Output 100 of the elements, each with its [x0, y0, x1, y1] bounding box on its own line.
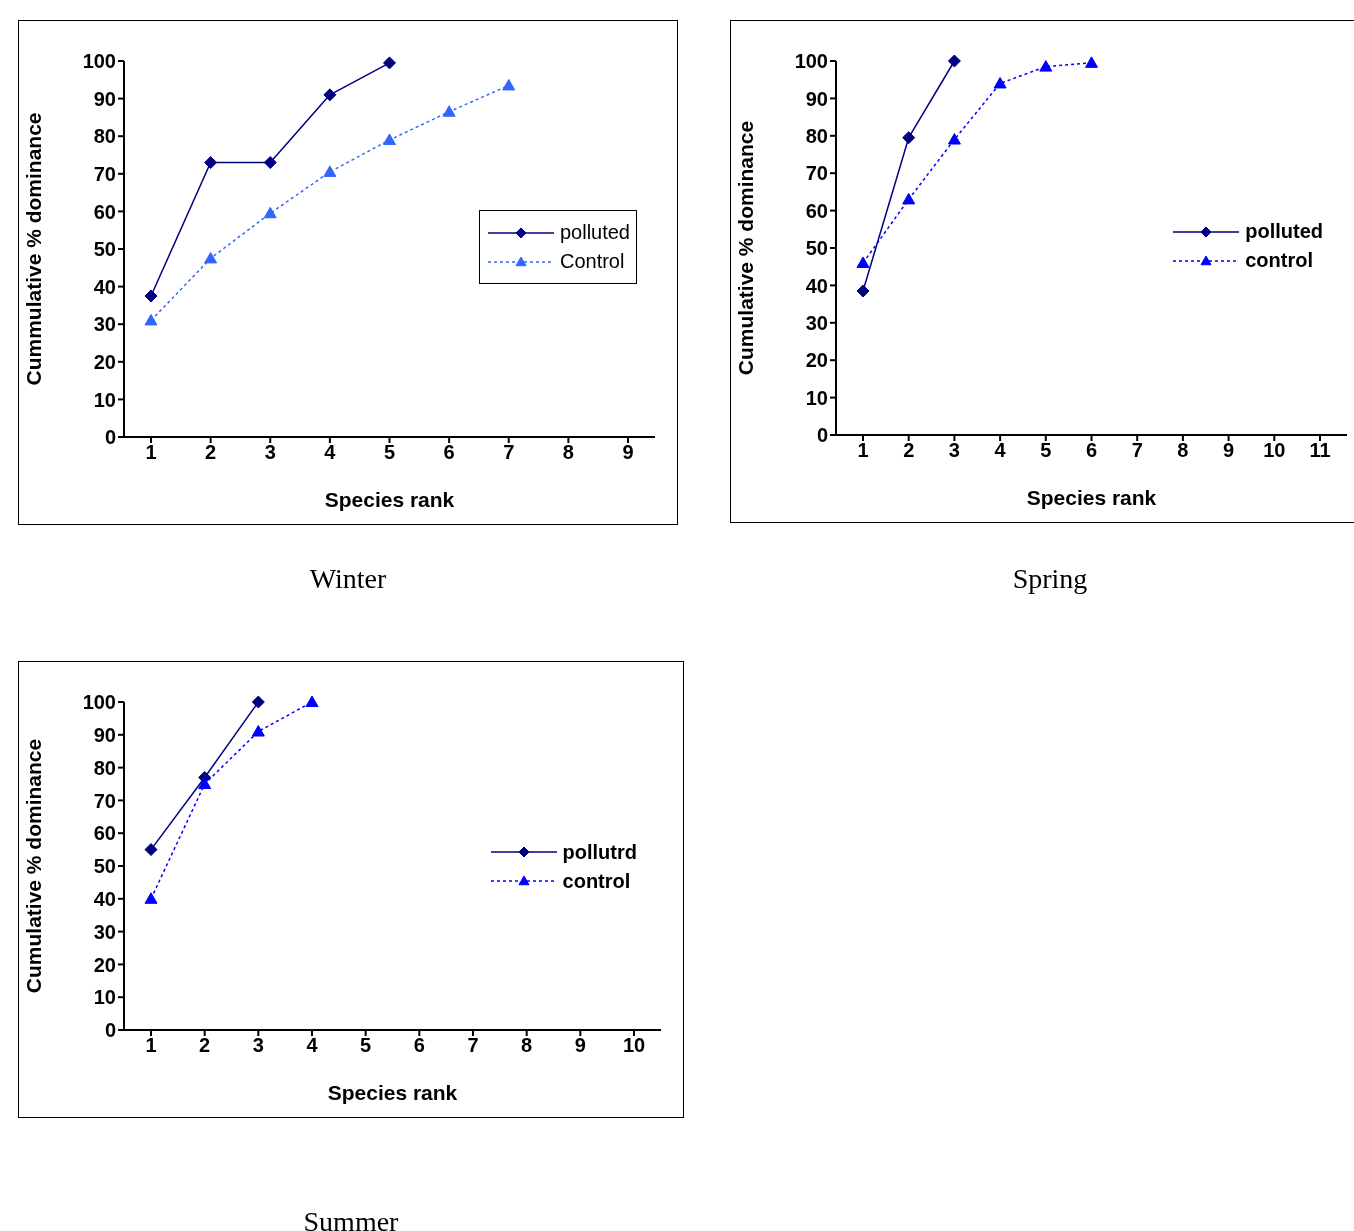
x-tick-label: 9: [622, 441, 634, 464]
x-tick-label: 7: [1131, 439, 1143, 462]
point: [502, 78, 516, 91]
x-tick-label: 10: [622, 1034, 646, 1057]
y-tick-label: 90: [93, 87, 116, 110]
legend-label: polluted: [1245, 220, 1323, 244]
point: [144, 313, 158, 326]
y-tick-label: 40: [93, 887, 116, 910]
x-tick-label: 11: [1309, 439, 1331, 462]
x-tick-label: 4: [306, 1034, 319, 1057]
y-tick-label: 80: [805, 124, 828, 147]
point: [947, 133, 961, 145]
y-tick-label: 20: [93, 350, 116, 373]
y-tick-label: 100: [82, 50, 116, 73]
point: [1085, 56, 1098, 68]
text: Winter: [308, 563, 388, 595]
y-tick-label: 60: [93, 200, 116, 223]
x-tick-label: 8: [521, 1034, 533, 1057]
x-tick-label: 8: [1177, 439, 1189, 462]
y-tick-label: 10: [93, 388, 116, 411]
y-tick-label: 100: [82, 691, 116, 714]
y-axis-title: Cumulative % dominance: [734, 120, 758, 376]
x-tick-label: 7: [467, 1034, 479, 1057]
point: [263, 206, 277, 219]
y-tick-label: 70: [805, 162, 828, 185]
point: [144, 289, 158, 303]
legend-label: control: [1245, 249, 1314, 273]
y-axis-title: Cumulative % dominance: [22, 738, 46, 994]
point: [947, 54, 961, 68]
point: [1039, 60, 1053, 72]
point: [204, 251, 218, 264]
x-tick-label: 2: [903, 439, 915, 462]
y-tick-label: 90: [805, 87, 828, 110]
y-tick-label: 60: [93, 822, 116, 845]
x-tick-label: 3: [264, 441, 276, 464]
x-tick-label: 2: [199, 1034, 211, 1057]
y-tick-label: 30: [805, 311, 828, 334]
x-tick-label: 9: [1223, 439, 1235, 462]
x-tick-label: 1: [145, 1034, 157, 1057]
y-tick-label: 30: [93, 920, 116, 943]
point: [204, 156, 218, 170]
x-tick-label: 5: [360, 1034, 372, 1057]
point: [323, 88, 337, 102]
y-tick-label: 30: [93, 313, 116, 336]
y-tick-label: 0: [104, 426, 116, 449]
point: [198, 777, 212, 789]
x-axis-title: Species rank: [324, 488, 455, 511]
x-tick-label: 2: [205, 441, 217, 464]
y-tick-label: 80: [93, 756, 116, 779]
legend-label: polluted: [559, 221, 630, 245]
y-tick-label: 40: [93, 275, 116, 298]
x-tick-label: 9: [574, 1034, 586, 1057]
point: [856, 284, 870, 298]
point: [383, 56, 396, 70]
point: [323, 165, 337, 177]
text: Spring: [1011, 563, 1089, 595]
legend-label: Control: [559, 250, 625, 274]
x-axis-title: Species rank: [1026, 486, 1157, 509]
x-tick-label: 7: [503, 441, 515, 464]
point: [144, 892, 158, 904]
y-tick-label: 80: [93, 125, 116, 148]
y-tick-label: 100: [794, 50, 828, 73]
y-tick-label: 20: [93, 953, 116, 976]
x-tick-label: 10: [1263, 439, 1286, 462]
x-tick-label: 1: [857, 439, 869, 462]
y-tick-label: 70: [93, 162, 116, 185]
point: [383, 133, 396, 145]
point: [856, 256, 870, 268]
x-tick-label: 6: [413, 1034, 425, 1057]
x-tick-label: 5: [383, 441, 396, 464]
x-tick-label: 4: [324, 441, 337, 464]
y-tick-label: 50: [93, 238, 116, 261]
y-tick-label: 20: [805, 349, 828, 372]
point: [993, 76, 1007, 89]
y-tick-label: 50: [805, 237, 828, 260]
x-tick-label: 1: [145, 441, 157, 464]
y-tick-label: 90: [93, 723, 116, 746]
x-tick-label: 3: [252, 1034, 264, 1057]
x-tick-label: 6: [1085, 439, 1098, 462]
y-tick-label: 70: [93, 789, 116, 812]
point: [305, 695, 319, 707]
x-tick-label: 6: [443, 441, 455, 464]
y-tick-label: 0: [816, 424, 828, 447]
point: [251, 695, 265, 709]
point: [442, 105, 456, 117]
y-tick-label: 40: [805, 274, 828, 297]
x-tick-label: 4: [994, 439, 1007, 462]
y-tick-label: 60: [805, 199, 828, 222]
point: [263, 156, 277, 170]
point: [144, 843, 158, 857]
point: [902, 192, 916, 205]
x-axis-title: Species rank: [327, 1081, 458, 1104]
y-tick-label: 0: [104, 1019, 116, 1042]
point: [902, 131, 916, 145]
y-axis-title: Cummulative % dominance: [22, 112, 46, 386]
x-tick-label: 3: [948, 439, 960, 462]
y-tick-label: 10: [93, 986, 116, 1009]
x-tick-label: 8: [562, 441, 574, 464]
point: [251, 725, 265, 737]
legend-label: pollutrd: [562, 840, 637, 864]
